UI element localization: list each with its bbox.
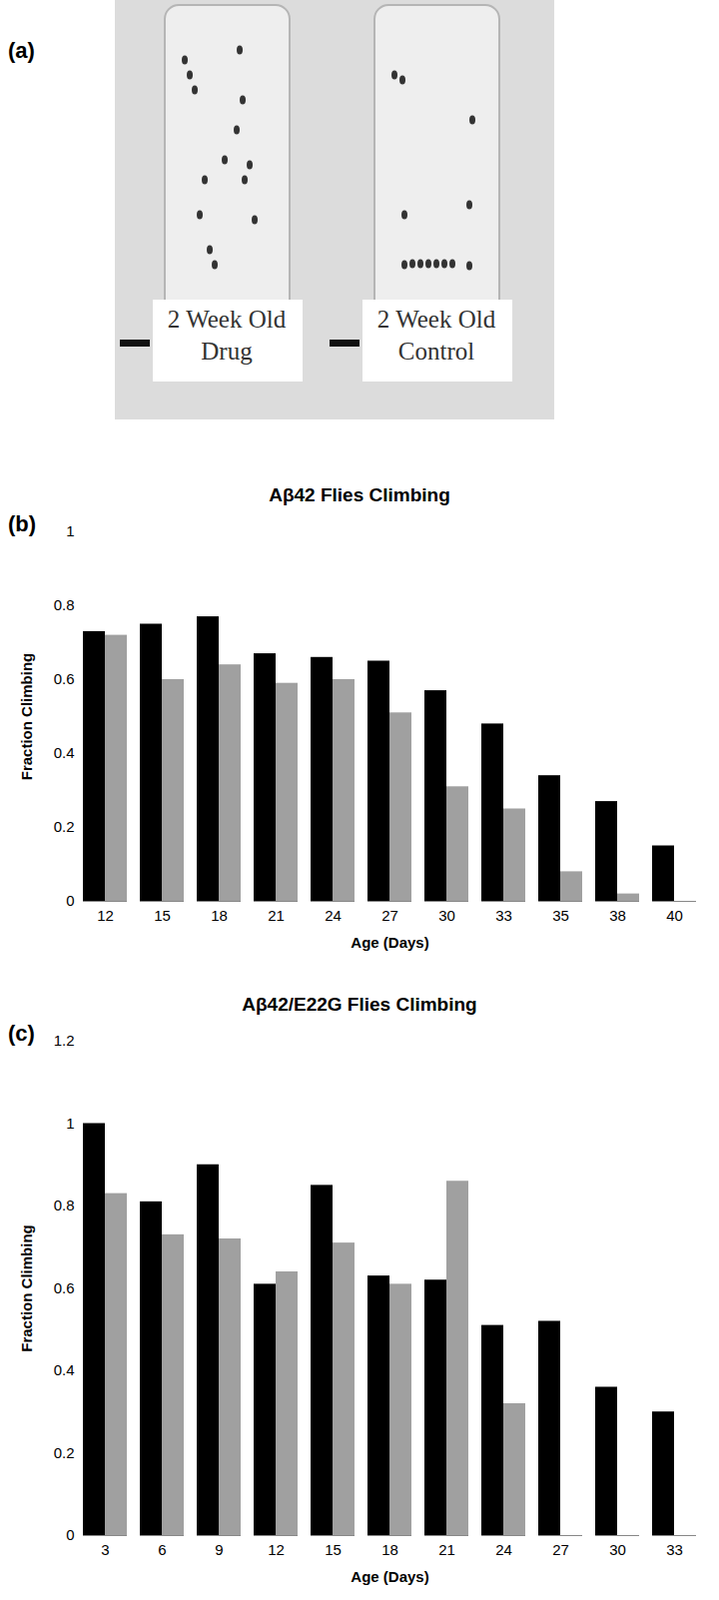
svg-text:12: 12 bbox=[267, 1540, 285, 1558]
svg-text:1.2: 1.2 bbox=[53, 1031, 75, 1049]
svg-text:0.6: 0.6 bbox=[53, 1279, 75, 1297]
svg-text:15: 15 bbox=[153, 906, 171, 924]
svg-text:30: 30 bbox=[438, 906, 456, 924]
svg-text:Fraction Climbing: Fraction Climbing bbox=[17, 653, 35, 781]
svg-text:Control: Control bbox=[398, 337, 475, 365]
svg-text:21: 21 bbox=[438, 1540, 456, 1558]
svg-text:Fraction Climbing: Fraction Climbing bbox=[17, 1224, 35, 1353]
html-text:(a): (a) bbox=[7, 37, 35, 63]
svg-text:6: 6 bbox=[157, 1540, 166, 1558]
svg-text:30: 30 bbox=[609, 1540, 627, 1558]
svg-text:40: 40 bbox=[666, 906, 684, 924]
svg-text:35: 35 bbox=[552, 906, 570, 924]
svg-text:21: 21 bbox=[267, 906, 285, 924]
svg-text:1: 1 bbox=[65, 1114, 74, 1132]
svg-text:18: 18 bbox=[381, 1540, 399, 1558]
svg-text:0.4: 0.4 bbox=[53, 1361, 75, 1379]
html-text:(b): (b) bbox=[7, 511, 37, 537]
svg-text:0.2: 0.2 bbox=[53, 1443, 75, 1461]
svg-text:Age (Days): Age (Days) bbox=[350, 933, 429, 951]
svg-text:Age (Days): Age (Days) bbox=[350, 1567, 429, 1585]
svg-text:15: 15 bbox=[324, 1540, 342, 1558]
svg-text:9: 9 bbox=[214, 1540, 223, 1558]
svg-text:24: 24 bbox=[495, 1540, 513, 1558]
svg-text:33: 33 bbox=[495, 906, 513, 924]
svg-text:38: 38 bbox=[609, 906, 627, 924]
svg-text:18: 18 bbox=[210, 906, 228, 924]
svg-text:24: 24 bbox=[324, 906, 342, 924]
svg-text:1: 1 bbox=[65, 522, 74, 540]
svg-text:2 Week Old: 2 Week Old bbox=[377, 305, 497, 333]
svg-text:0.8: 0.8 bbox=[53, 1196, 75, 1214]
html-text:(c): (c) bbox=[7, 1020, 35, 1046]
svg-text:27: 27 bbox=[381, 906, 399, 924]
html-text:Aβ42/E22G Flies Climbing: Aβ42/E22G Flies Climbing bbox=[241, 993, 478, 1015]
svg-text:27: 27 bbox=[552, 1540, 570, 1558]
svg-text:Drug: Drug bbox=[200, 337, 253, 365]
svg-text:0: 0 bbox=[65, 891, 74, 909]
svg-text:0: 0 bbox=[65, 1525, 74, 1543]
html-text:Aβ42 Flies Climbing: Aβ42 Flies Climbing bbox=[268, 484, 451, 506]
svg-text:33: 33 bbox=[666, 1540, 684, 1558]
svg-text:0.2: 0.2 bbox=[53, 817, 75, 835]
svg-text:0.4: 0.4 bbox=[53, 743, 75, 761]
svg-text:3: 3 bbox=[100, 1540, 109, 1558]
svg-text:2 Week Old: 2 Week Old bbox=[167, 305, 287, 333]
svg-text:12: 12 bbox=[96, 906, 114, 924]
svg-text:0.6: 0.6 bbox=[53, 670, 75, 688]
svg-text:0.8: 0.8 bbox=[53, 596, 75, 614]
